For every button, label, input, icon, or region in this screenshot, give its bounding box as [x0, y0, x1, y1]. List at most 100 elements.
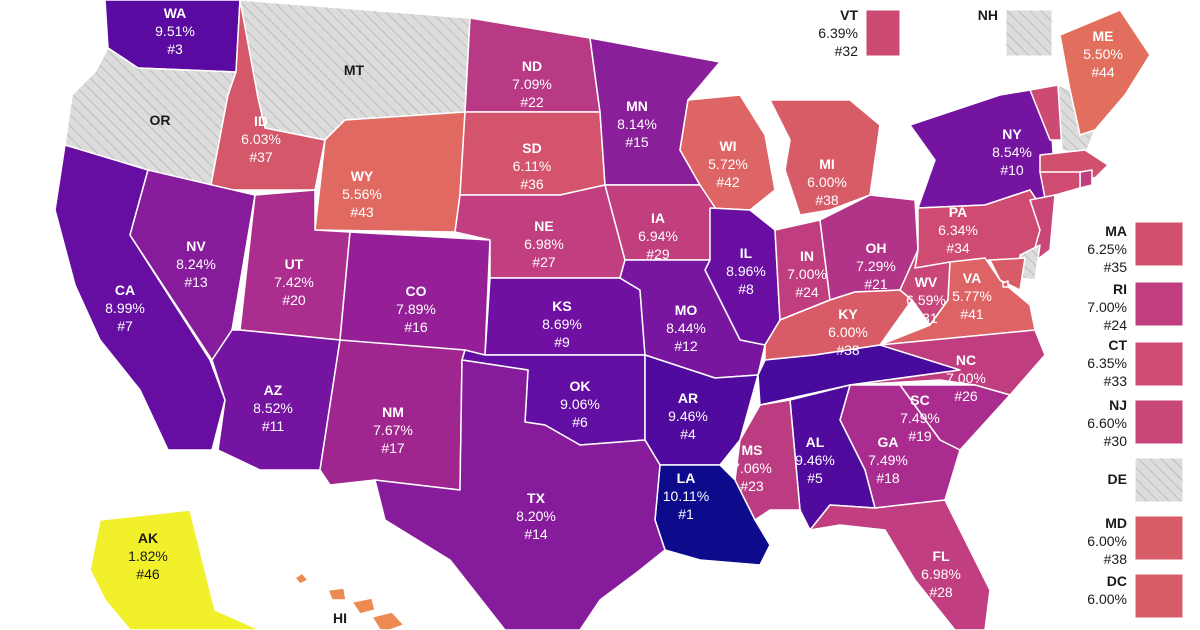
- label-ut: UT 7.42% #20: [274, 256, 314, 308]
- state-fl: [809, 499, 991, 630]
- state-value: 6.11%: [513, 158, 552, 174]
- state-shapes: [54, 0, 1151, 630]
- state-value: 6.34%: [938, 222, 978, 238]
- state-abbr: GA: [878, 434, 899, 450]
- state-value: 5.50%: [1083, 46, 1123, 62]
- state-rank: #38: [815, 192, 839, 208]
- square-label-ma: MA 6.25% #35: [1087, 223, 1127, 275]
- state-rank: #3: [167, 41, 183, 57]
- state-abbr: MA: [1105, 223, 1127, 239]
- square-label-de: DE: [1108, 471, 1127, 487]
- state-value: 8.44%: [666, 320, 706, 336]
- state-abbr: NC: [956, 352, 976, 368]
- state-value: 7.29%: [856, 258, 896, 274]
- state-rank: #24: [1104, 317, 1128, 333]
- state-rank: #33: [1104, 373, 1128, 389]
- legend-square-md: [1134, 515, 1184, 561]
- label-in: IN 7.00% #24: [787, 248, 827, 300]
- state-rank: #44: [1091, 64, 1115, 80]
- state-abbr: RI: [1113, 281, 1127, 297]
- state-value: 6.03%: [241, 131, 281, 147]
- state-rank: #5: [807, 470, 823, 486]
- state-labels: WA 9.51% #3 OR MT ID 6.03% #37 WY 5.56% #43 ND 7.09%…: [105, 5, 1184, 630]
- state-value: 6.00%: [1087, 591, 1127, 607]
- state-value: 6.94%: [638, 228, 678, 244]
- state-value: 7.49%: [900, 410, 940, 426]
- state-rank: #28: [929, 584, 953, 600]
- state-abbr: WA: [164, 5, 187, 21]
- state-abbr: NM: [382, 404, 404, 420]
- state-value: 9.06%: [560, 396, 600, 412]
- state-value: 9.46%: [668, 408, 708, 424]
- label-nv: NV 8.24% #13: [176, 238, 216, 290]
- state-rank: #9: [554, 334, 570, 350]
- state-value: 5.77%: [952, 288, 992, 304]
- state-abbr: AR: [678, 390, 698, 406]
- state-rank: #46: [136, 566, 160, 582]
- state-abbr: WY: [351, 168, 374, 184]
- state-value: 5.72%: [708, 156, 748, 172]
- label-nm: NM 7.67% #17: [373, 404, 413, 456]
- state-value: 7.89%: [396, 301, 436, 317]
- label-ga: GA 7.49% #18: [868, 434, 908, 486]
- state-abbr: DE: [1108, 471, 1127, 487]
- state-abbr: CT: [1108, 337, 1127, 353]
- label-ia: IA 6.94% #29: [638, 210, 678, 262]
- label-mn: MN 8.14% #15: [617, 98, 657, 150]
- state-rank: #32: [835, 43, 859, 59]
- state-rank: #4: [680, 426, 696, 442]
- state-hi: [294, 572, 405, 630]
- label-il: IL 8.96% #8: [726, 245, 766, 297]
- state-abbr: SD: [522, 140, 541, 156]
- state-abbr: ID: [254, 113, 268, 129]
- state-abbr: CO: [406, 283, 427, 299]
- state-rank: #22: [520, 94, 544, 110]
- state-abbr: LA: [677, 470, 696, 486]
- state-rank: #42: [716, 174, 740, 190]
- state-rank: #1: [678, 506, 694, 522]
- state-abbr: WI: [719, 138, 736, 154]
- state-value: 6.00%: [807, 174, 847, 190]
- state-value: 8.54%: [992, 144, 1032, 160]
- state-rank: #6: [572, 414, 588, 430]
- state-abbr: OK: [570, 378, 591, 394]
- state-rank: #7: [117, 318, 133, 334]
- label-nc: NC 7.00% #26: [946, 352, 986, 404]
- state-md: [989, 257, 1026, 291]
- state-abbr: OH: [866, 240, 887, 256]
- label-wa: WA 9.51% #3: [155, 5, 195, 57]
- state-dc: [1002, 280, 1009, 288]
- state-abbr: VT: [840, 7, 858, 23]
- label-va: VA 5.77% #41: [952, 270, 992, 322]
- label-sc: SC 7.49% #19: [900, 392, 940, 444]
- label-ca: CA 8.99% #7: [105, 282, 145, 334]
- label-nd: ND 7.09% #22: [512, 58, 552, 110]
- state-value: 6.39%: [818, 25, 858, 41]
- square-label-vt: VT 6.39% #32: [818, 7, 858, 59]
- label-me: ME 5.50% #44: [1083, 28, 1123, 80]
- state-rank: #12: [674, 338, 698, 354]
- state-ct: [1039, 171, 1081, 199]
- label-wi: WI 5.72% #42: [708, 138, 748, 190]
- state-value: 6.00%: [1087, 533, 1127, 549]
- state-abbr: KS: [552, 298, 571, 314]
- legend-square-vt: [865, 9, 901, 57]
- state-ri: [1079, 169, 1093, 189]
- state-value: 8.99%: [105, 300, 145, 316]
- state-rank: #41: [960, 306, 984, 322]
- state-rank: #27: [532, 254, 556, 270]
- state-abbr: ME: [1093, 28, 1114, 44]
- legend-square-nj: [1134, 399, 1184, 445]
- square-label-dc: DC 6.00%: [1087, 573, 1127, 607]
- state-rank: #14: [524, 526, 548, 542]
- state-abbr: SC: [910, 392, 929, 408]
- label-al: AL 9.46% #5: [795, 434, 835, 486]
- state-abbr: MO: [675, 302, 698, 318]
- state-abbr: DC: [1107, 573, 1127, 589]
- state-rank: #29: [646, 246, 670, 262]
- state-rank: #23: [740, 478, 764, 494]
- label-oh: OH 7.29% #21: [856, 240, 896, 292]
- state-value: 6.60%: [1087, 415, 1127, 431]
- state-rank: #13: [184, 274, 208, 290]
- state-value: 5.56%: [342, 186, 382, 202]
